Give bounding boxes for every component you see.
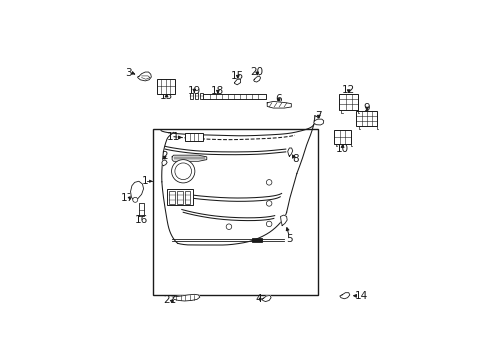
Text: 11: 11 <box>167 132 180 143</box>
Text: 16: 16 <box>135 215 148 225</box>
Circle shape <box>133 197 138 202</box>
Text: 9: 9 <box>364 103 370 113</box>
Text: 15: 15 <box>231 71 245 81</box>
Bar <box>339 94 358 110</box>
Bar <box>153 129 318 296</box>
Text: 13: 13 <box>160 91 173 102</box>
Polygon shape <box>235 79 241 85</box>
Bar <box>190 93 194 99</box>
Polygon shape <box>138 72 151 81</box>
Circle shape <box>226 224 232 229</box>
Bar <box>170 191 175 204</box>
Circle shape <box>267 221 272 227</box>
Bar <box>334 130 351 144</box>
Bar <box>356 111 377 126</box>
Polygon shape <box>254 76 261 82</box>
Text: 7: 7 <box>316 111 322 121</box>
Polygon shape <box>262 296 271 302</box>
Circle shape <box>172 159 195 183</box>
Polygon shape <box>162 160 167 166</box>
Text: 14: 14 <box>355 291 368 301</box>
Polygon shape <box>288 148 293 156</box>
Bar <box>167 189 193 205</box>
Text: 17: 17 <box>121 193 134 203</box>
Polygon shape <box>340 293 350 299</box>
Bar <box>185 133 203 141</box>
Circle shape <box>267 180 272 185</box>
Polygon shape <box>173 294 200 301</box>
Circle shape <box>175 163 192 180</box>
Text: 19: 19 <box>188 86 201 96</box>
Polygon shape <box>130 181 144 201</box>
Circle shape <box>267 201 272 206</box>
Text: 3: 3 <box>125 68 132 78</box>
Text: 2: 2 <box>161 151 168 161</box>
Polygon shape <box>280 215 287 226</box>
Bar <box>157 79 175 94</box>
Text: 6: 6 <box>275 94 282 104</box>
Bar <box>195 93 198 99</box>
Text: 21: 21 <box>164 296 177 305</box>
Text: 12: 12 <box>342 85 355 95</box>
Bar <box>177 191 183 204</box>
Text: 8: 8 <box>292 154 299 164</box>
Text: 1: 1 <box>142 176 148 186</box>
Text: 20: 20 <box>251 67 264 77</box>
Text: 5: 5 <box>286 234 293 244</box>
Text: 4: 4 <box>256 294 262 304</box>
Bar <box>185 191 191 204</box>
Bar <box>199 93 203 99</box>
Polygon shape <box>202 94 267 99</box>
Text: 10: 10 <box>336 144 349 154</box>
Polygon shape <box>314 119 324 125</box>
Text: 18: 18 <box>211 86 224 96</box>
Polygon shape <box>267 102 292 108</box>
